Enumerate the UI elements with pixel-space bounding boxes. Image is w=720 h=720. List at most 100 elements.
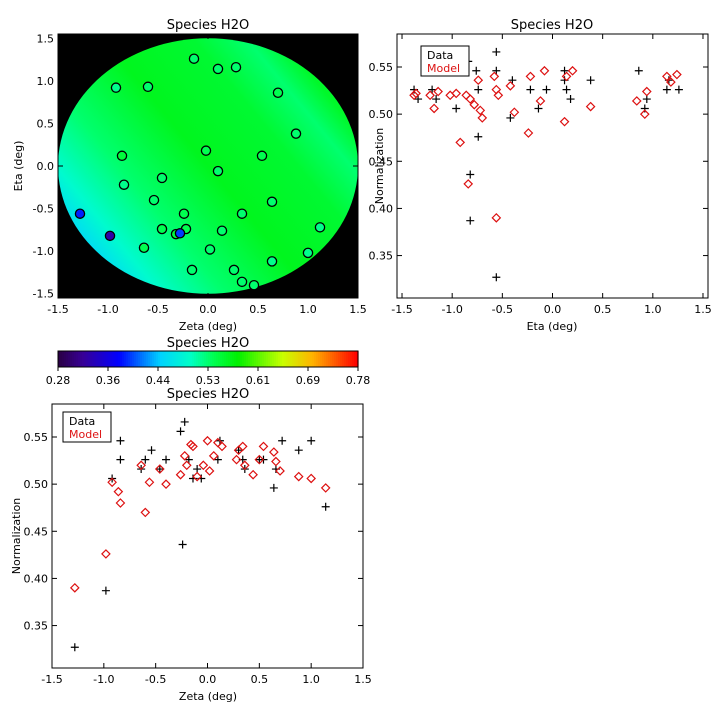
colorbar-segment [94,351,97,367]
colorbar-segment [190,351,193,367]
zeta-model-point [188,441,198,452]
map-title: Species H2O [167,18,249,33]
zeta-data-point [294,446,303,455]
eta-legend-box [420,45,470,77]
eta-model-point [465,94,476,104]
eta-data-point [674,85,683,94]
eta-axes: -1.5 -1.0 -0.5 0.0 0.5 1.0 1.5 0.35 0.40 0.45 0.50… [369,34,712,316]
zeta-model-point [179,451,190,461]
map-point [266,256,278,267]
eta-model-point [429,103,439,114]
colorbar-segment [268,351,271,367]
zeta-data-point [234,446,243,455]
colorbar-segment [58,351,61,367]
colorbar-segment [326,351,329,367]
zeta-xtick-label: 0.0 [199,673,217,686]
zeta-data-point [180,417,189,426]
colorbar-segment [298,351,301,367]
colorbar-segment [288,351,291,367]
eta-model-point [469,99,480,110]
map-point [148,194,160,206]
colorbar-segment [348,351,351,367]
colorbar-segment [310,351,313,367]
eta-data-point [560,66,569,75]
map-point [290,128,302,139]
colorbar-segment [98,351,101,367]
colorbar-segment [206,351,209,367]
zeta-ytick-label: 0.45 [24,525,49,538]
map-xtick-label: 1.0 [299,303,317,316]
map-ytick-label: 1.0 [37,75,55,88]
colorbar-segment [340,351,343,367]
zeta-data-point [184,455,193,464]
colorbar-segment [132,351,135,367]
colorbar-segment [84,351,87,367]
zeta-data-point [193,465,202,474]
map-field-disc [58,38,358,294]
zeta-ytick-label: 0.35 [24,620,49,633]
colorbar-segment [266,351,269,367]
colorbar-segment [172,351,175,367]
eta-model-point [455,137,466,148]
zeta-model-point [217,441,227,452]
colorbar-segment [146,351,149,367]
colorbar-segment [290,351,293,367]
colorbar-segment [356,351,359,367]
eta-legend-data: Data [427,49,453,62]
colorbar-segment [114,351,117,367]
eta-legend-model: Model [427,62,460,75]
eta-data-point [542,85,551,94]
eta-data-point [562,85,571,94]
colorbar-segment [198,351,201,367]
map-point [230,61,242,73]
map-point [200,145,212,156]
colorbar-segment [76,351,79,367]
eta-data-point [474,132,483,141]
colorbar-segment [196,351,199,367]
zeta-xtick-label: -1.5 [41,673,62,686]
eta-data-point [566,95,575,104]
eta-data-point [474,85,483,94]
map-point [104,230,116,242]
map-point [236,208,248,219]
zeta-xtick-label: 0.5 [251,673,269,686]
map-xtick-label: -1.5 [47,303,68,316]
colorbar-segment [250,351,253,367]
map-points [74,53,326,291]
zeta-model-point [144,477,155,488]
map-ytick-label: -0.5 [33,203,54,216]
zeta-xtick-label: -1.0 [93,673,114,686]
colorbar-segment [156,351,159,367]
zeta-marks [69,417,331,652]
colorbar-segment [116,351,119,367]
eta-data-point [452,104,461,113]
eta-model-point [451,88,462,99]
map-point [156,223,168,235]
colorbar-segment [286,351,289,367]
colorbar-segment [262,351,265,367]
colorbar-segment [218,351,221,367]
eta-data-point [640,104,649,113]
map-ytick-label: 0.0 [37,160,55,173]
colorbar-segment [152,351,155,367]
colorbar-segment [64,351,67,367]
colorbar-tick-label: 0.53 [196,374,221,387]
colorbar-segment [344,351,347,367]
zeta-model-point [115,498,126,508]
eta-data-point [466,170,475,179]
colorbar-segment [144,351,147,367]
eta-ytick-label: 0.55 [369,61,394,74]
colorbar-segment [128,351,131,367]
eta-model-point [585,101,596,112]
colorbar-segment [82,351,85,367]
map-point [156,172,168,184]
colorbar-segment [256,351,259,367]
eta-model-point [631,96,642,106]
eta-model-point [477,113,488,123]
colorbar-segment [158,351,161,367]
map-ytick-label: 0.5 [37,117,55,130]
eta-legend: Data Model [420,45,470,77]
colorbar-segment [346,351,349,367]
map-point [138,242,150,254]
colorbar-segment [270,351,273,367]
